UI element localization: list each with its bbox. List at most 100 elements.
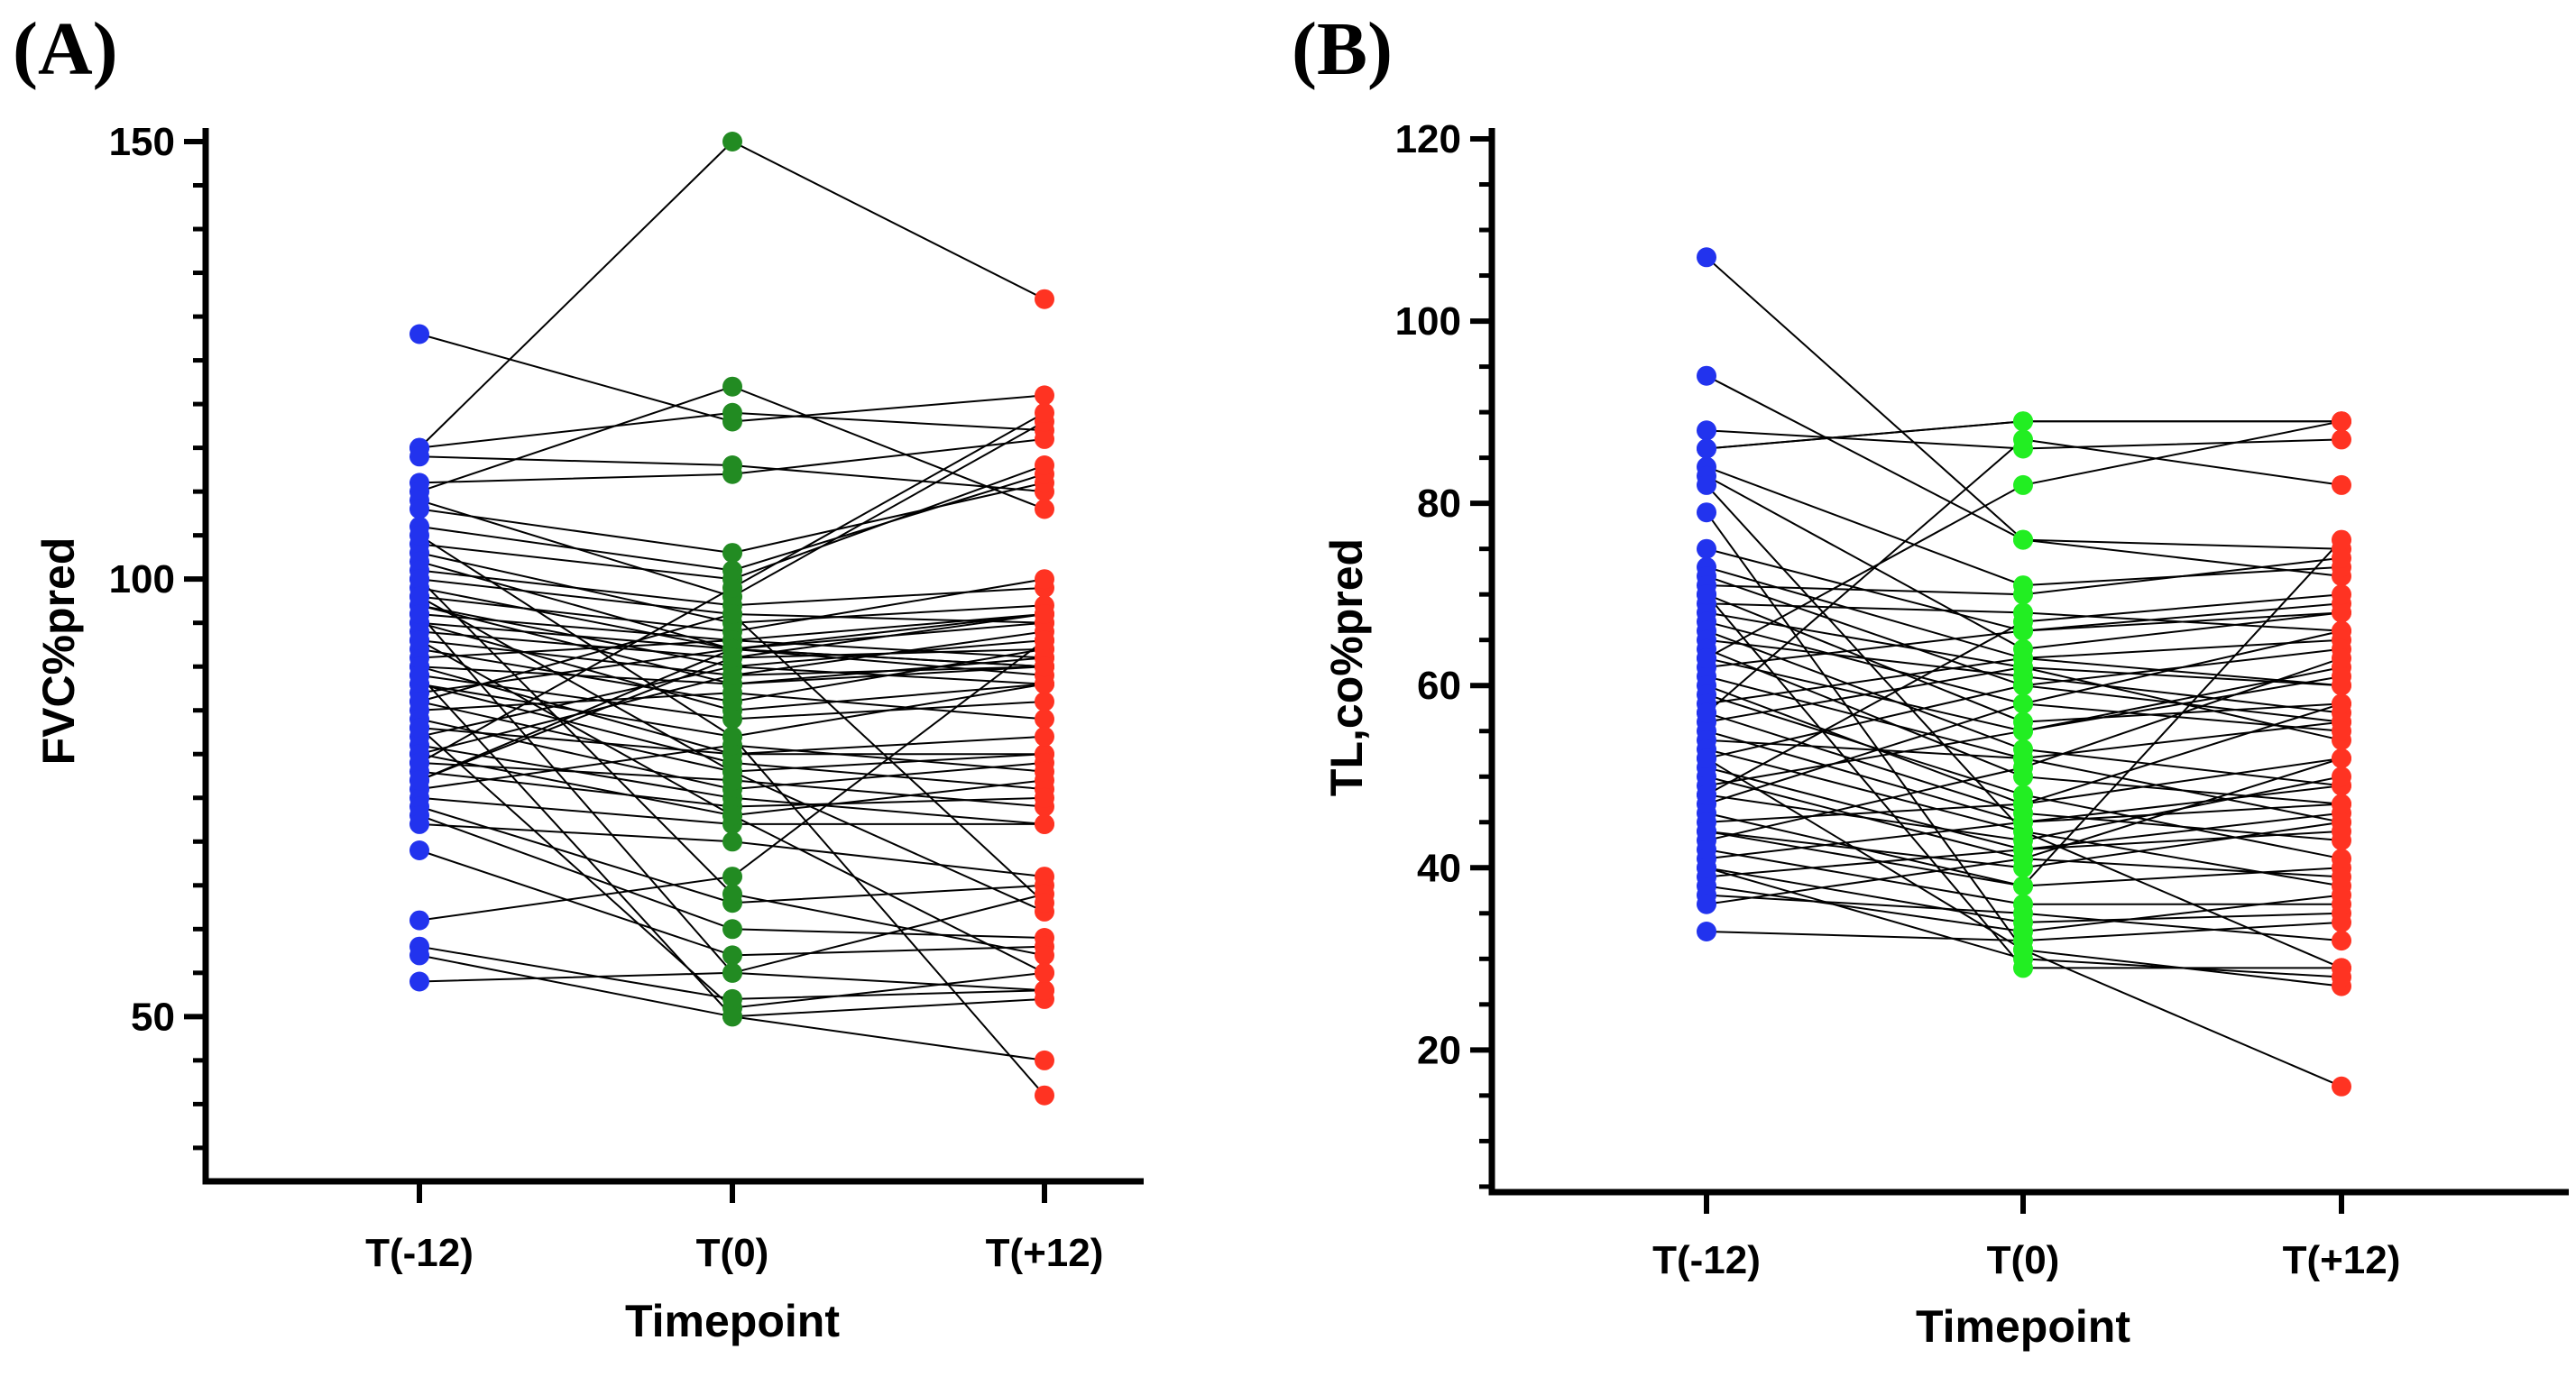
data-point — [1697, 420, 1716, 441]
data-point — [2332, 666, 2351, 687]
data-point — [2332, 429, 2351, 450]
data-point — [1035, 867, 1054, 887]
data-point — [2332, 931, 2351, 951]
y-tick-label: 50 — [131, 995, 175, 1039]
data-point — [722, 683, 742, 703]
data-point — [1035, 289, 1054, 309]
data-point — [2013, 657, 2033, 677]
x-axis-title: Timepoint — [625, 1296, 840, 1346]
data-point — [1035, 630, 1054, 651]
data-point — [1035, 428, 1054, 449]
chart-b: 20 40 60 80 100 120 T(-12) T(0) T(+12) Timepoint T… — [1321, 117, 2569, 1352]
data-point — [1697, 702, 1716, 723]
panel-a-label: (A) — [13, 7, 118, 91]
data-point — [1697, 821, 1716, 841]
y-tick-label: 60 — [1417, 664, 1461, 708]
data-point — [409, 499, 429, 519]
data-point — [722, 831, 742, 852]
data-point — [722, 709, 742, 730]
data-point — [2013, 794, 2033, 814]
data-point — [722, 726, 742, 747]
data-point — [409, 752, 429, 773]
data-point — [1697, 365, 1716, 386]
data-point — [2013, 584, 2033, 605]
data-point — [1035, 402, 1054, 423]
data-point — [409, 604, 429, 624]
data-point — [1035, 893, 1054, 913]
data-point — [722, 919, 742, 940]
data-point — [2013, 721, 2033, 741]
data-point — [1035, 1050, 1054, 1070]
data-point — [2332, 821, 2351, 841]
data-point — [2013, 876, 2033, 896]
data-point — [722, 543, 742, 564]
data-point — [409, 569, 429, 590]
data-point — [409, 770, 429, 791]
data-point — [2332, 647, 2351, 668]
chart-a: 50 100 150 T(-12) T(0) T(+12) Timepoint FVC%pre… — [33, 120, 1144, 1346]
data-point — [722, 665, 742, 685]
x-tick-label: T(0) — [1987, 1238, 2060, 1282]
data-point — [409, 718, 429, 739]
data-point — [722, 884, 742, 904]
data-point — [1697, 922, 1716, 941]
data-point — [1697, 538, 1716, 559]
y-tick-label: 20 — [1417, 1028, 1461, 1072]
data-point — [2013, 529, 2033, 550]
data-point — [1035, 761, 1054, 782]
data-point — [722, 132, 742, 151]
data-point — [409, 630, 429, 651]
data-point — [2332, 474, 2351, 495]
data-point — [2013, 903, 2033, 923]
data-point — [722, 1006, 742, 1027]
data-point — [409, 840, 429, 860]
data-point — [2332, 584, 2351, 605]
data-point — [2332, 912, 2351, 932]
data-point — [1035, 604, 1054, 624]
data-point — [1697, 785, 1716, 805]
x-tick-label: T(-12) — [1652, 1238, 1761, 1282]
data-point — [2332, 411, 2351, 432]
data-point — [722, 962, 742, 983]
x-tick-label: T(+12) — [2283, 1238, 2401, 1282]
data-point — [2013, 675, 2033, 696]
data-point — [2332, 602, 2351, 623]
panel-b-label: (B) — [1292, 7, 1393, 91]
data-point — [1035, 656, 1054, 677]
data-point — [2332, 767, 2351, 787]
data-point — [2332, 547, 2351, 568]
subject-line — [419, 482, 1045, 555]
data-point — [409, 525, 429, 546]
data-point — [1035, 962, 1054, 983]
y-tick-label: 120 — [1395, 117, 1461, 161]
data-point — [2332, 529, 2351, 550]
data-point — [722, 805, 742, 826]
data-point — [2332, 794, 2351, 814]
data-point — [722, 402, 742, 423]
data-point — [1697, 894, 1716, 914]
data-point — [1035, 385, 1054, 406]
data-point — [2013, 411, 2033, 432]
y-tick-label: 40 — [1417, 846, 1461, 890]
data-point — [1035, 455, 1054, 475]
data-point — [2332, 1076, 2351, 1097]
data-point — [1035, 980, 1054, 1001]
data-point — [1035, 787, 1054, 808]
data-point — [409, 324, 429, 344]
data-point — [2332, 867, 2351, 887]
data-point — [2332, 967, 2351, 987]
data-point — [409, 945, 429, 966]
data-point — [1697, 247, 1716, 268]
x-tick-label: T(+12) — [986, 1231, 1104, 1275]
data-point — [1035, 569, 1054, 590]
data-point — [409, 446, 429, 467]
data-point — [409, 665, 429, 685]
data-point — [2013, 949, 2033, 969]
data-point — [1697, 474, 1716, 495]
data-point — [1697, 502, 1716, 523]
data-point — [409, 813, 429, 834]
data-point — [722, 604, 742, 624]
data-point — [1697, 584, 1716, 605]
data-point — [722, 376, 742, 397]
y-axis-title: FVC%pred — [33, 537, 84, 766]
